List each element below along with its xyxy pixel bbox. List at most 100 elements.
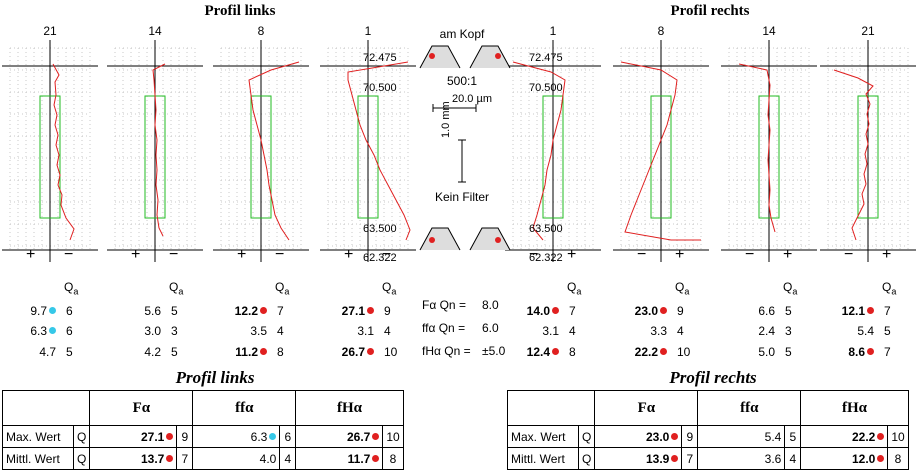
quality-cell: 10 (384, 345, 398, 359)
quality-cell: 4 (569, 324, 576, 338)
tolerance-label: ffα Qn = (422, 321, 466, 335)
summary-table: Fα ffα fHα Max. Wert Q 23.0 9 5.4 5 22.2 10 Mittl. … (506, 390, 909, 470)
row-label: Max. Wert (507, 425, 579, 448)
quality-cell: 7 (277, 304, 284, 318)
right-readout-bottom: 62.322 (529, 252, 563, 264)
left-readout-top: 72.475 (363, 52, 397, 64)
qa-label: Qa (64, 280, 79, 297)
quality-cell: 5 (784, 425, 802, 448)
chart-index-label: 8 (257, 24, 265, 38)
value-cell: 3.1 (334, 324, 374, 338)
quality-cell: 3 (785, 324, 792, 338)
table-row: Max. Wert Q 27.1 9 6.3 6 26.7 10 (2, 425, 404, 448)
table-header: fHα (295, 390, 404, 426)
profile-trace (248, 61, 300, 241)
summary-table: Fα ffα fHα Max. Wert Q 27.1 9 6.3 6 26.7 10 Mittl. … (1, 390, 404, 470)
value-cell: 13.7 (89, 447, 178, 470)
table-row: Mittl. Wert Q 13.7 7 4.0 4 11.7 8 (2, 447, 404, 470)
red-dot-icon (867, 307, 874, 314)
value-text: 6.6 (758, 304, 775, 318)
minus-sign: − (529, 246, 539, 263)
minus-sign: − (382, 246, 392, 263)
value-cell: 11.7 (295, 447, 384, 470)
quality-cell: 3 (171, 324, 178, 338)
quality-cell: 6 (66, 324, 73, 338)
value-text: 5.4 (764, 429, 782, 444)
value-cell: 11.2 (227, 345, 267, 359)
value-cell: 27.1 (334, 304, 374, 318)
value-text: 13.9 (645, 451, 670, 466)
red-dot-icon (166, 432, 174, 440)
value-text: 14.0 (526, 304, 550, 318)
value-text: 27.1 (341, 304, 365, 318)
quality-cell: 7 (884, 345, 891, 359)
cyan-dot-icon (49, 307, 56, 314)
red-dot-icon (877, 432, 885, 440)
quality-cell: 5 (66, 345, 73, 359)
profile-trace (152, 63, 166, 237)
value-cell: 22.2 (627, 345, 667, 359)
profile-trace (52, 63, 75, 241)
quality-cell: 5 (884, 324, 891, 338)
value-cell: 2.4 (735, 324, 775, 338)
quality-cell: 9 (384, 304, 391, 318)
tooth-marker-icon (495, 237, 501, 243)
quality-cell: 9 (681, 425, 699, 448)
value-text: 27.1 (140, 429, 165, 444)
quality-cell: 5 (785, 304, 792, 318)
value-cell: 3.3 (627, 324, 667, 338)
red-dot-icon (260, 307, 267, 314)
tolerance-box (250, 95, 272, 219)
plus-sign: + (567, 246, 577, 263)
chart-index-label: 21 (43, 24, 57, 38)
red-dot-icon (552, 307, 559, 314)
value-text: 6.3 (30, 324, 47, 338)
red-dot-icon (166, 454, 174, 462)
tolerance-box (542, 95, 564, 219)
left-readout-low: 63.500 (363, 223, 397, 235)
profile-trace (512, 61, 566, 241)
tooth-glyph-icon (469, 45, 511, 69)
quality-cell: 9 (176, 425, 194, 448)
tolerance-box (650, 95, 672, 219)
value-text: 3.6 (764, 451, 782, 466)
tooth-glyph-icon (469, 227, 511, 251)
qa-label: Qa (783, 280, 798, 297)
value-cell: 5.4 (834, 324, 874, 338)
red-dot-icon (660, 348, 667, 355)
chart-index-label: 14 (148, 24, 162, 38)
value-text: 8.6 (848, 345, 865, 359)
tooth-marker-icon (429, 53, 435, 59)
value-cell: 26.7 (295, 425, 384, 448)
red-dot-icon (552, 348, 559, 355)
minus-sign: − (275, 246, 285, 263)
value-cell: 22.2 (800, 425, 889, 448)
plus-sign: + (26, 246, 36, 263)
red-dot-icon (671, 432, 679, 440)
value-cell: 3.5 (227, 324, 267, 338)
quality-cell: 7 (681, 447, 699, 470)
row-q: Q (577, 447, 596, 470)
value-cell: 3.1 (519, 324, 559, 338)
quality-cell: 4 (784, 447, 802, 470)
tolerance-box (357, 95, 379, 219)
plus-sign: + (783, 246, 793, 263)
right-readout-low: 63.500 (529, 223, 563, 235)
quality-cell: 5 (171, 304, 178, 318)
value-cell: 4.2 (121, 345, 161, 359)
qa-label: Qa (382, 280, 397, 297)
plus-sign: + (675, 246, 685, 263)
quality-cell: 7 (884, 304, 891, 318)
value-text: 3.3 (650, 324, 667, 338)
chart-index-label: 1 (549, 24, 557, 38)
value-cell: 4.0 (192, 447, 281, 470)
minus-sign: − (169, 246, 179, 263)
value-text: 2.4 (758, 324, 775, 338)
quality-cell: 4 (384, 324, 391, 338)
quality-cell: 7 (569, 304, 576, 318)
value-cell: 5.4 (697, 425, 786, 448)
value-cell: 5.6 (121, 304, 161, 318)
plus-sign: + (237, 246, 247, 263)
table-header: Fα (89, 390, 194, 426)
red-dot-icon (867, 348, 874, 355)
